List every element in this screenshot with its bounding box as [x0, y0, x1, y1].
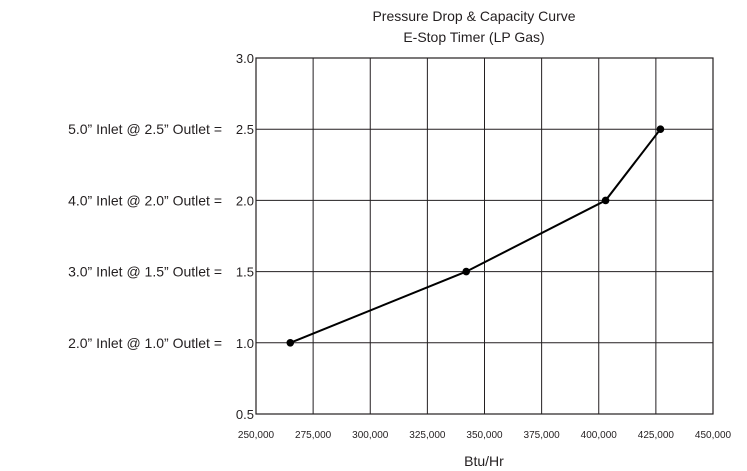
series-line — [289, 128, 662, 344]
y-row-labels: 2.0” Inlet @ 1.0” Outlet = 3.0” Inlet @ 1… — [68, 121, 222, 351]
chart-subtitle: E-Stop Timer (LP Gas) — [403, 29, 544, 45]
x-tick-label: 250,000 — [238, 430, 275, 441]
data-point — [601, 196, 610, 205]
plot-frame — [255, 57, 714, 415]
x-tick-label: 450,000 — [695, 430, 732, 441]
y-tick-label: 1.5 — [236, 265, 254, 280]
y-tick-label: 3.0 — [236, 51, 254, 66]
x-tick-label: 300,000 — [352, 430, 389, 441]
y-row-label: 2.0” Inlet @ 1.0” Outlet = — [68, 335, 222, 351]
x-tick-label: 425,000 — [638, 430, 675, 441]
y-row-label: 3.0” Inlet @ 1.5” Outlet = — [68, 264, 222, 280]
y-row-label: 5.0” Inlet @ 2.5” Outlet = — [68, 121, 222, 137]
x-tick-labels: 250,000 275,000 300,000 325,000 350,000 375,0… — [238, 430, 732, 441]
x-tick-label: 275,000 — [295, 430, 332, 441]
x-tick-label: 400,000 — [581, 430, 618, 441]
x-tick-label: 350,000 — [466, 430, 503, 441]
y-tick-label: 2.5 — [236, 122, 254, 137]
chart-title: Pressure Drop & Capacity Curve — [372, 8, 575, 24]
y-tick-labels: 0.5 1.0 1.5 2.0 2.5 3.0 — [236, 51, 254, 422]
y-tick-label: 0.5 — [236, 407, 254, 422]
x-tick-label: 375,000 — [524, 430, 561, 441]
y-tick-label: 2.0 — [236, 193, 254, 208]
grid — [256, 58, 713, 414]
data-point — [656, 125, 665, 133]
x-axis-label: Btu/Hr — [464, 453, 504, 469]
x-tick-label: 325,000 — [409, 430, 446, 441]
y-tick-label: 1.0 — [236, 336, 254, 351]
data-point — [286, 339, 295, 347]
y-row-label: 4.0” Inlet @ 2.0” Outlet = — [68, 192, 222, 208]
data-point — [462, 267, 471, 276]
series — [286, 125, 665, 347]
